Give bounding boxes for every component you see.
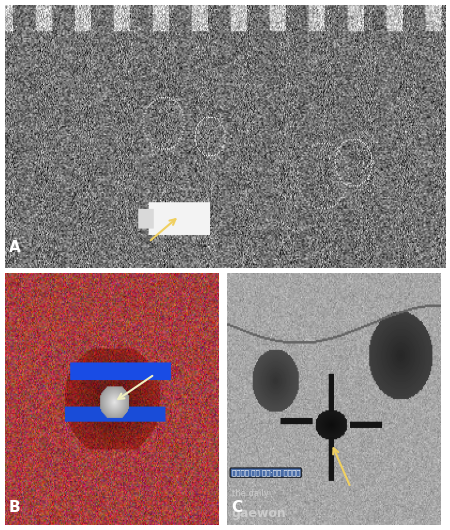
Text: C: C [231, 500, 243, 515]
Text: gaewon: gaewon [231, 507, 286, 520]
Text: B: B [9, 500, 20, 515]
Text: A: A [9, 240, 21, 254]
Text: the daily: the daily [231, 490, 268, 498]
Text: 수의사를 위한 임상·경영 전문지널: 수의사를 위한 임상·경영 전문지널 [231, 470, 300, 476]
